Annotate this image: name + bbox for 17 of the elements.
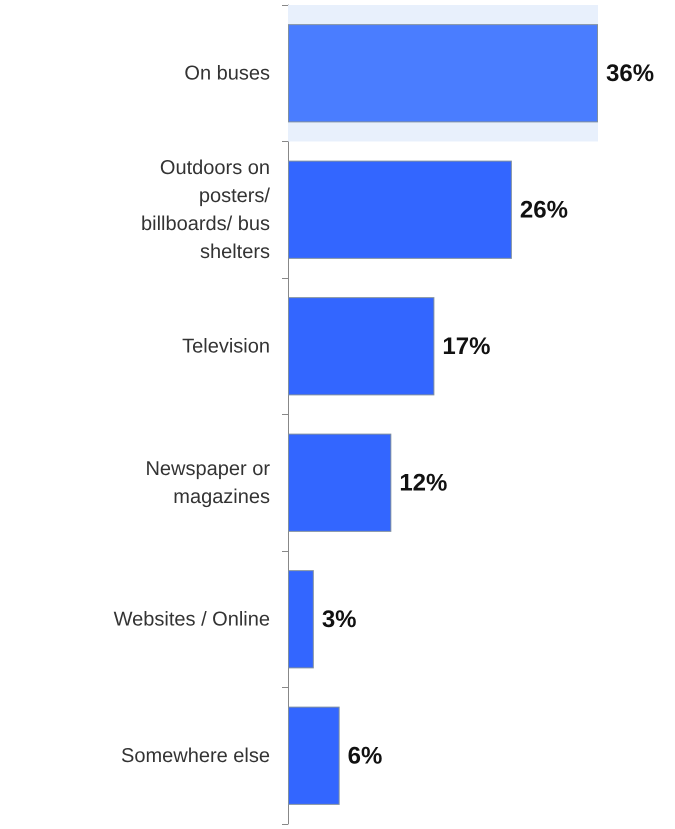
data-label: 6% (348, 742, 382, 770)
bar (288, 297, 434, 396)
bar (288, 706, 340, 805)
data-label: 3% (322, 606, 357, 633)
bar (288, 434, 392, 532)
y-tick-label: Websites / Online (114, 608, 270, 630)
bar (288, 160, 512, 259)
y-tick-label: On buses (184, 62, 270, 84)
y-tick-label: Newspaper or magazines (145, 458, 270, 508)
data-label: 36% (606, 60, 654, 87)
bar (288, 570, 314, 668)
data-label: 17% (442, 332, 490, 360)
data-label: 26% (520, 196, 568, 224)
y-tick-label: Somewhere else (121, 744, 270, 767)
data-label: 12% (399, 469, 448, 496)
y-tick-label: Television (182, 335, 270, 358)
y-tick-label: Outdoors on posters/ billboards/ bus shelters (141, 156, 270, 263)
